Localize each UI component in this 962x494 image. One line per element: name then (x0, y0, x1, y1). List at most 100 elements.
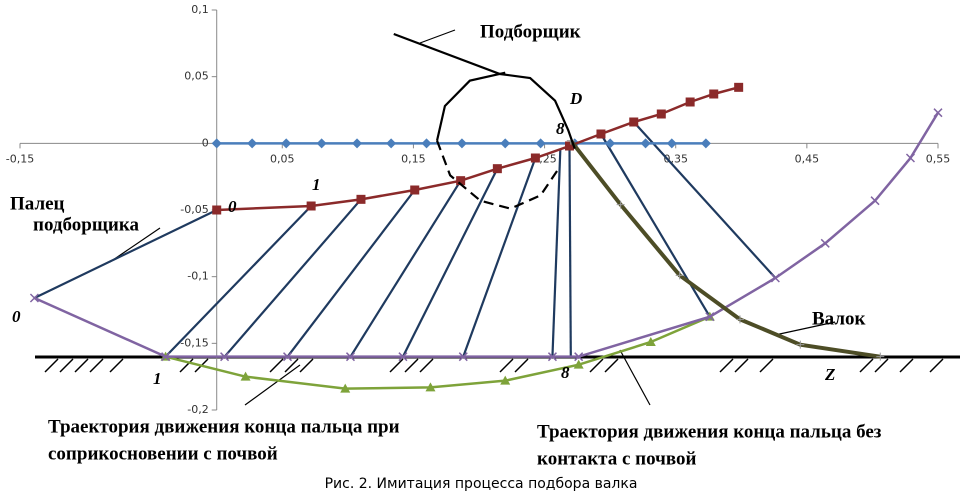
point (709, 89, 719, 99)
point (398, 352, 408, 362)
point (247, 138, 258, 149)
point (616, 200, 625, 209)
annotation: 1 (312, 175, 321, 194)
series-line (569, 139, 881, 359)
point (240, 371, 251, 381)
annotation: 0 (228, 197, 237, 216)
y-tick-label: -0,15 (180, 336, 208, 349)
x-tick-label: 0,05 (270, 152, 295, 165)
series-line (216, 86, 739, 212)
point (456, 138, 467, 149)
point (640, 138, 651, 149)
point (564, 141, 574, 151)
point (492, 164, 502, 174)
point (212, 205, 222, 215)
series-line (165, 315, 711, 390)
annotation: Траектория движения конца пальца при (48, 416, 400, 437)
annotation: соприкосновении с почвой (48, 443, 278, 464)
point (281, 138, 292, 149)
leader-lines (109, 29, 836, 406)
point (700, 138, 711, 149)
link-line (435, 71, 506, 141)
link-line (33, 209, 218, 299)
annotation: D (569, 89, 582, 108)
point (211, 138, 222, 149)
y-tick-label: -0,1 (187, 270, 208, 283)
point (685, 97, 695, 107)
link-line (286, 189, 416, 358)
link-line (223, 198, 362, 358)
y-tick-label: 0,1 (191, 3, 209, 16)
point (666, 138, 677, 149)
y-tick-label: -0,2 (187, 403, 208, 416)
link-line (401, 168, 499, 358)
point (316, 138, 327, 149)
point (933, 108, 943, 118)
point (573, 359, 584, 369)
point (734, 82, 744, 92)
annotation: 8 (556, 119, 565, 138)
annotation: 8 (561, 363, 570, 382)
point (574, 352, 584, 362)
point (425, 382, 436, 392)
x-tick-label: -0,15 (6, 152, 34, 165)
point (458, 352, 468, 362)
link-line (551, 149, 562, 357)
point (500, 375, 511, 385)
point (386, 138, 397, 149)
annotation: Траектория движения конца пальца без (537, 421, 882, 442)
point (870, 196, 880, 206)
point (876, 352, 885, 361)
point (770, 273, 780, 283)
x-tick-label: 0,55 (926, 152, 951, 165)
point (645, 337, 656, 346)
point (656, 109, 666, 119)
point (410, 185, 420, 195)
point (456, 176, 466, 186)
link-line (600, 133, 711, 318)
point (161, 352, 171, 362)
point (306, 201, 316, 211)
point (220, 352, 230, 362)
point (530, 153, 540, 163)
point (675, 271, 684, 280)
point (796, 340, 805, 349)
link-line (632, 121, 777, 279)
point (705, 312, 715, 322)
point (629, 117, 639, 127)
link-line (393, 32, 576, 150)
point (535, 138, 546, 149)
point (605, 138, 616, 149)
point (283, 352, 293, 362)
annotation: Подборщик (480, 21, 581, 42)
link-line (462, 157, 537, 358)
point (596, 129, 606, 139)
point (421, 138, 432, 149)
point (345, 352, 356, 362)
annotation: контакта с почвой (537, 448, 696, 469)
link-line (568, 145, 572, 357)
annotation: подборщика (33, 214, 139, 235)
y-tick-label: -0,05 (180, 203, 208, 216)
annotation: 0 (12, 307, 21, 326)
x-tick-label: 0,45 (795, 152, 820, 165)
point (500, 138, 511, 149)
link-line (164, 205, 312, 358)
y-tick-label: 0,05 (184, 70, 209, 83)
link-line (349, 180, 462, 358)
annotation: Валок (812, 308, 865, 329)
caption: Рис. 2. Имитация процесса подбора валка (325, 476, 638, 492)
link-line (436, 140, 559, 210)
x-tick-label: 0,15 (401, 152, 426, 165)
point (735, 315, 744, 324)
point (905, 153, 915, 163)
point (352, 138, 363, 149)
point (547, 352, 557, 362)
point (356, 194, 366, 204)
point (29, 293, 39, 303)
point (340, 383, 351, 393)
annotation: 1 (153, 369, 162, 388)
series-line (33, 112, 940, 358)
y-tick-label: 0 (202, 136, 209, 149)
